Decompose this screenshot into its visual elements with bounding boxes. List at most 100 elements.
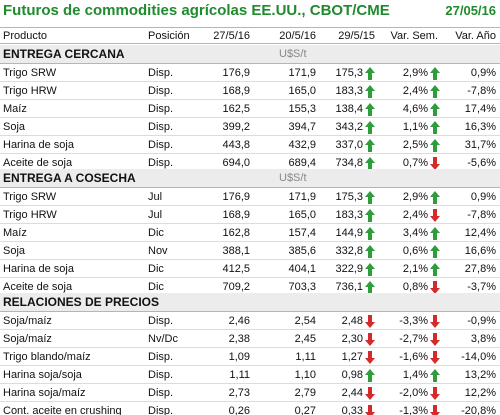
product-cell: Cont. aceite en crushing [3,405,122,415]
year-change-cell: 27,8% [464,263,496,275]
position-cell: Disp. [148,315,174,327]
table-row: Trigo SRW Disp. 176,9 171,9 175,3 2,9% 0,9% [0,65,500,82]
position-cell: Dic [148,281,164,293]
arrow-up-icon [365,139,375,152]
year-change-cell: 3,8% [470,333,496,345]
week-change-cell: 1,1% [402,121,428,133]
previous-year-cell: 332,8 [335,245,363,257]
position-cell: Disp. [148,85,174,97]
table-row: Aceite de soja Dic 709,2 703,3 736,1 0,8% -3,7… [0,279,500,296]
position-cell: Jul [148,191,163,203]
previous-week-cell: 157,4 [288,227,316,239]
arrow-up-icon [365,209,375,222]
arrow-up-icon [430,121,440,134]
previous-year-cell: 144,9 [335,227,363,239]
arrow-up-icon [365,67,375,80]
position-cell: Disp. [148,351,174,363]
table-row: Soja/maíz Nv/Dc 2,38 2,45 2,30 -2,7% 3,8% [0,331,500,348]
current-value-cell: 176,9 [222,67,250,79]
year-change-cell: 16,3% [464,121,496,133]
year-change-cell: -20,8% [461,405,496,415]
previous-week-cell: 171,9 [288,191,316,203]
previous-week-cell: 155,3 [288,103,316,115]
section-unit: U$S/t [279,48,307,60]
product-cell: Trigo SRW [3,191,57,203]
previous-week-cell: 689,4 [288,157,316,169]
week-change-cell: -2,7% [399,333,428,345]
table-row: Harina soja/soja Disp. 1,11 1,10 0,98 1,4% 13,… [0,367,500,384]
previous-year-cell: 734,8 [335,157,363,169]
current-value-cell: 694,0 [222,157,250,169]
arrow-up-icon [430,103,440,116]
previous-year-cell: 2,48 [341,315,363,327]
title-bar: Futuros de commodities agrícolas EE.UU.,… [0,0,500,24]
section-header: ENTREGA A COSECHA U$S/t [0,169,500,188]
position-cell: Disp. [148,405,174,415]
arrow-up-icon [365,281,375,294]
section-unit: U$S/t [279,172,307,184]
column-header-previous-year: 29/5/15 [338,30,375,42]
arrow-down-icon [365,315,375,328]
arrow-up-icon [430,369,440,382]
arrow-down-icon [365,387,375,400]
current-value-cell: 0,26 [228,405,250,415]
current-value-cell: 2,46 [228,315,250,327]
arrow-up-icon [430,227,440,240]
position-cell: Dic [148,227,164,239]
table-row: Cont. aceite en crushing Disp. 0,26 0,27 0,3… [0,403,500,415]
product-cell: Maíz [3,227,27,239]
week-change-cell: -3,3% [399,315,428,327]
week-change-cell: 1,4% [402,369,428,381]
arrow-up-icon [430,139,440,152]
week-change-cell: 2,9% [402,67,428,79]
position-cell: Jul [148,209,163,221]
year-change-cell: 0,9% [470,191,496,203]
year-change-cell: 13,2% [464,369,496,381]
arrow-down-icon [430,333,440,346]
previous-year-cell: 175,3 [335,191,363,203]
year-change-cell: -3,7% [467,281,496,293]
previous-year-cell: 343,2 [335,121,363,133]
current-value-cell: 162,8 [222,227,250,239]
position-cell: Disp. [148,121,174,133]
previous-week-cell: 394,7 [288,121,316,133]
previous-week-cell: 171,9 [288,67,316,79]
arrow-down-icon [430,157,440,170]
previous-week-cell: 165,0 [288,85,316,97]
week-change-cell: 2,4% [402,209,428,221]
year-change-cell: -5,6% [467,157,496,169]
product-cell: Trigo HRW [3,209,57,221]
product-cell: Harina soja/maíz [3,387,86,399]
previous-year-cell: 0,33 [341,405,363,415]
year-change-cell: 16,6% [464,245,496,257]
column-header-product: Producto [3,30,48,42]
current-value-cell: 1,09 [228,351,250,363]
section-title: RELACIONES DE PRECIOS [3,295,160,309]
arrow-down-icon [365,405,375,415]
previous-week-cell: 165,0 [288,209,316,221]
product-cell: Harina soja/soja [3,369,82,381]
column-header-week-change: Var. Sem. [390,30,438,42]
column-header-current: 27/5/16 [213,30,250,42]
table-row: Maíz Dic 162,8 157,4 144,9 3,4% 12,4% [0,225,500,242]
week-change-cell: -2,0% [399,387,428,399]
previous-year-cell: 183,3 [335,85,363,97]
product-cell: Aceite de soja [3,281,73,293]
current-value-cell: 2,73 [228,387,250,399]
previous-week-cell: 703,3 [288,281,316,293]
current-value-cell: 162,5 [222,103,250,115]
previous-week-cell: 2,45 [294,333,316,345]
arrow-up-icon [365,227,375,240]
product-cell: Trigo blando/maíz [3,351,91,363]
table-row: Trigo SRW Jul 176,9 171,9 175,3 2,9% 0,9% [0,189,500,206]
current-value-cell: 388,1 [222,245,250,257]
position-cell: Nov [148,245,168,257]
year-change-cell: -0,9% [467,315,496,327]
year-change-cell: 12,2% [464,387,496,399]
previous-week-cell: 432,9 [288,139,316,151]
previous-year-cell: 0,98 [341,369,363,381]
position-cell: Disp. [148,103,174,115]
year-change-cell: 17,4% [464,103,496,115]
week-change-cell: 0,6% [402,245,428,257]
position-cell: Dic [148,263,164,275]
